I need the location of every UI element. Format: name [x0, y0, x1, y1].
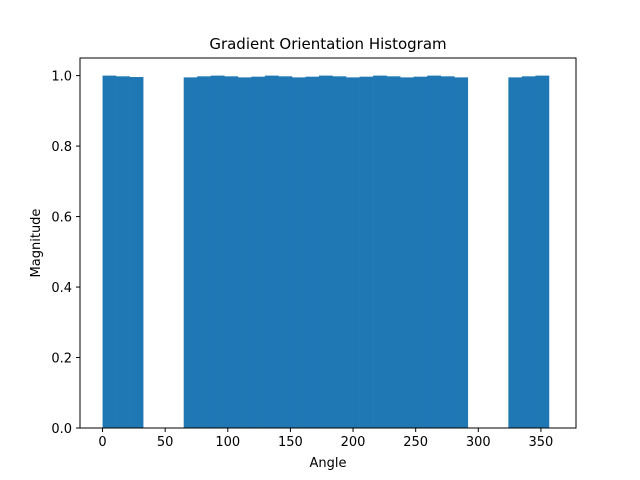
histogram-bar-12	[264, 75, 279, 429]
histogram-bar-1	[116, 76, 130, 428]
histogram-bar-32	[535, 75, 550, 429]
y-tick-label: 0.0	[51, 422, 72, 437]
y-tick-label: 0.6	[51, 211, 72, 226]
x-tick-label: 50	[157, 435, 174, 450]
histogram-bar-9	[224, 76, 239, 428]
x-axis-label: Angle	[310, 456, 347, 471]
x-tick-label: 0	[98, 435, 106, 450]
histogram-bar-20	[373, 75, 387, 429]
bars-group	[102, 75, 550, 429]
histogram-bar-2	[129, 77, 144, 428]
histogram-bar-17	[332, 76, 347, 428]
histogram-bar-7	[197, 76, 212, 428]
x-tick-label: 150	[278, 435, 303, 450]
histogram-bar-22	[400, 77, 414, 428]
histogram-bar-16	[318, 75, 333, 429]
x-tick-label: 350	[529, 435, 554, 450]
plot-frame	[79, 57, 577, 429]
histogram-bar-31	[521, 76, 536, 428]
histogram-bar-25	[440, 76, 455, 428]
histogram-bar-19	[359, 76, 374, 429]
y-axis-ticks: 0.0 0.2 0.4 0.6 0.8 1.0	[51, 70, 80, 437]
histogram-bar-23	[413, 76, 428, 429]
x-tick-label: 200	[341, 435, 366, 450]
x-axis-ticks: 0 50 100 150 200 250 300 350	[98, 428, 553, 450]
histogram-bar-26	[454, 77, 469, 428]
x-tick-label: 250	[403, 435, 428, 450]
histogram-bar-8	[210, 75, 225, 429]
histogram-bar-14	[291, 77, 306, 428]
histogram-bar-11	[251, 76, 266, 429]
y-tick-label: 0.4	[51, 281, 72, 296]
histogram-bar-21	[386, 76, 401, 428]
y-tick-label: 1.0	[51, 70, 72, 85]
histogram-bar-24	[427, 75, 442, 429]
y-tick-label: 0.2	[51, 352, 72, 367]
y-tick-label: 0.8	[51, 140, 72, 155]
histogram-bar-0	[102, 75, 117, 429]
histogram-bar-15	[305, 76, 320, 429]
y-axis-label: Magnitude	[29, 209, 44, 278]
histogram-bar-30	[508, 77, 523, 428]
x-tick-label: 100	[215, 435, 240, 450]
histogram-bar-18	[346, 77, 360, 428]
chart-title: Gradient Orientation Histogram	[209, 35, 446, 53]
histogram-bar-13	[278, 76, 293, 428]
histogram-bar-6	[183, 77, 198, 428]
histogram-bar-10	[237, 77, 252, 428]
x-tick-label: 300	[466, 435, 491, 450]
